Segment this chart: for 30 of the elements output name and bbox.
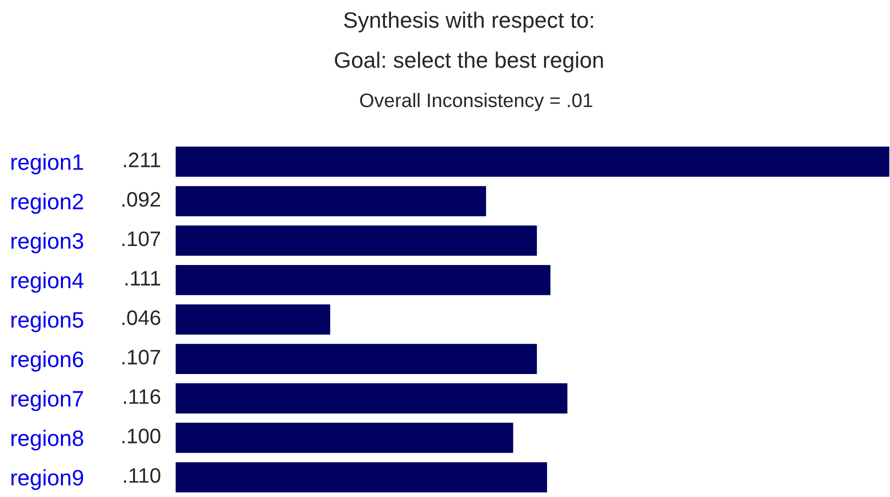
data-label: .092 — [122, 192, 160, 207]
y-tick-label: region9 — [11, 469, 84, 490]
bar — [175, 264, 552, 297]
bar — [175, 342, 538, 376]
bar — [175, 382, 569, 415]
y-tick-label: region5 — [11, 311, 84, 332]
y-tick-label: region2 — [11, 193, 84, 214]
data-label: .111 — [126, 271, 160, 286]
bar — [175, 184, 488, 218]
chart-subtitle: Goal: select the best region — [334, 52, 603, 72]
chart-title: Synthesis with respect to: — [344, 12, 593, 32]
bar — [175, 303, 332, 336]
bar — [175, 460, 548, 494]
data-label: .107 — [122, 231, 160, 246]
data-label: .110 — [124, 468, 160, 483]
data-label: .211 — [124, 152, 160, 168]
y-tick-label: region8 — [11, 430, 84, 450]
bar — [175, 421, 515, 454]
bar — [175, 145, 890, 178]
data-label: .116 — [124, 389, 160, 404]
y-tick-label: region1 — [11, 154, 84, 174]
text: Overall Inconsistency = .01 — [360, 92, 592, 112]
y-tick-label: region4 — [11, 272, 84, 293]
y-tick-label: region3 — [11, 232, 84, 254]
data-label: .046 — [122, 310, 160, 326]
data-label: .107 — [122, 350, 160, 365]
y-tick-label: region6 — [11, 350, 84, 372]
bar — [175, 224, 538, 258]
y-tick-label: region7 — [11, 390, 84, 412]
data-label: .100 — [122, 428, 160, 444]
